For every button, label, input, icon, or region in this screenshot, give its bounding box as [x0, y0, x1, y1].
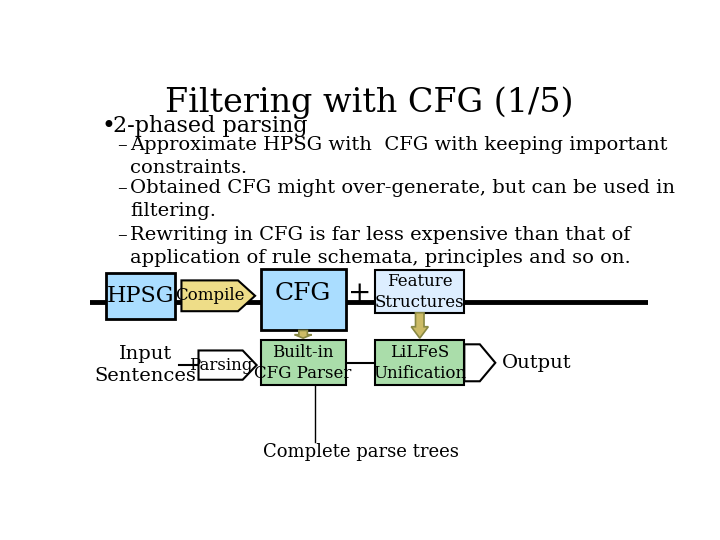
Text: Approximate HPSG with  CFG with keeping important
constraints.: Approximate HPSG with CFG with keeping i…	[130, 137, 668, 177]
Text: Parsing: Parsing	[189, 356, 252, 374]
Polygon shape	[199, 350, 256, 380]
FancyBboxPatch shape	[261, 340, 346, 385]
Text: –: –	[117, 226, 127, 245]
Polygon shape	[294, 330, 312, 338]
FancyBboxPatch shape	[375, 340, 464, 385]
Text: HPSG: HPSG	[107, 285, 174, 307]
Text: 2-phased parsing: 2-phased parsing	[113, 115, 307, 137]
Text: CFG: CFG	[275, 282, 331, 305]
Text: Compile: Compile	[175, 287, 245, 305]
Text: Feature
Structures: Feature Structures	[375, 273, 464, 310]
Text: Input
Sentences: Input Sentences	[95, 345, 197, 385]
Text: Output: Output	[502, 354, 571, 372]
Text: –: –	[117, 179, 127, 197]
FancyBboxPatch shape	[261, 269, 346, 330]
Text: Filtering with CFG (1/5): Filtering with CFG (1/5)	[165, 86, 573, 119]
Text: Complete parse trees: Complete parse trees	[264, 443, 459, 461]
FancyBboxPatch shape	[375, 271, 464, 313]
Text: –: –	[117, 137, 127, 154]
Polygon shape	[411, 313, 428, 338]
Polygon shape	[181, 280, 255, 311]
Text: •: •	[102, 115, 115, 138]
Text: +: +	[348, 280, 372, 307]
FancyBboxPatch shape	[106, 273, 175, 319]
Polygon shape	[464, 345, 495, 381]
Text: Rewriting in CFG is far less expensive than that of
application of rule schemata: Rewriting in CFG is far less expensive t…	[130, 226, 631, 267]
Text: LiLFeS
Unification: LiLFeS Unification	[373, 344, 467, 382]
Text: Obtained CFG might over-generate, but can be used in
filtering.: Obtained CFG might over-generate, but ca…	[130, 179, 675, 220]
Text: Built-in
CFG Parser: Built-in CFG Parser	[254, 344, 352, 382]
